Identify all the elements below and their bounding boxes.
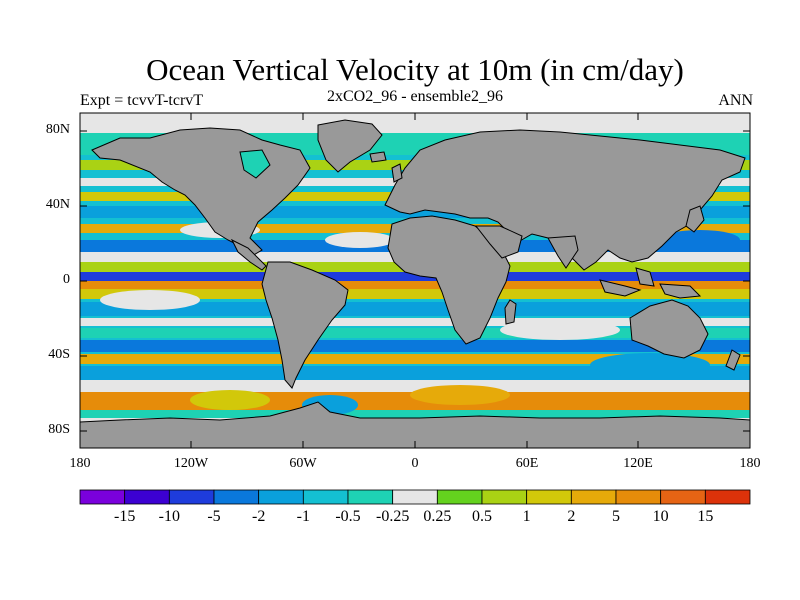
colorbar-swatch	[615, 489, 662, 505]
south-america	[261, 261, 349, 389]
colorbar-tick-label: 15	[697, 508, 714, 525]
colorbar-tick-label: -0.5	[335, 508, 361, 525]
japan	[685, 205, 705, 233]
lon-label-120w: 120W	[173, 456, 209, 471]
colorbar-tick-label: -2	[251, 508, 266, 525]
band-eq-orange	[80, 281, 750, 289]
band-s-1	[80, 289, 750, 299]
new-zealand	[725, 349, 741, 371]
lat-label-40n: 40N	[45, 197, 70, 212]
iceland	[369, 151, 387, 163]
british-isles	[391, 163, 403, 183]
colorbar-swatch	[124, 489, 170, 505]
lat-label-0: 0	[63, 272, 70, 287]
colorbar-tick-label: 10	[652, 508, 669, 525]
colorbar-swatch	[526, 489, 572, 505]
arctic-missing	[80, 113, 750, 133]
lat-label-80s: 80S	[48, 422, 70, 437]
greenland	[317, 119, 383, 173]
australia	[629, 299, 709, 359]
lon-label-120e: 120E	[623, 456, 653, 471]
india	[547, 235, 579, 269]
africa	[387, 215, 511, 345]
lat-label-40s: 40S	[48, 347, 70, 362]
land-masses	[80, 119, 750, 448]
colorbar-swatch	[168, 489, 215, 505]
colorbar-tick-label: 2	[567, 508, 576, 525]
colorbar-swatch	[213, 489, 260, 505]
colorbar-swatch	[436, 489, 483, 505]
lon-label-0: 0	[411, 456, 419, 471]
lat-label-80n: 80N	[45, 122, 70, 137]
colorbar-swatch	[392, 489, 438, 505]
colorbar-tick-label: 0.5	[472, 508, 492, 525]
indonesia	[599, 279, 642, 297]
colorbar-tick-label: -15	[113, 508, 136, 525]
lon-label-180w: 180	[69, 456, 91, 471]
band-s-3	[80, 318, 750, 326]
colorbar-tick-label: -0.25	[375, 508, 410, 525]
central-america	[230, 238, 267, 271]
colorbar-tick-label: 0.25	[423, 508, 452, 525]
band-s-4	[80, 328, 750, 338]
band-s-5	[80, 340, 750, 352]
map-title: Ocean Vertical Velocity at 10m (in cm/da…	[146, 52, 684, 87]
band-s-8	[80, 380, 750, 392]
ocean-field	[80, 113, 750, 448]
colorbar-swatch	[660, 489, 706, 505]
colorbar-swatch	[79, 489, 126, 505]
antarctica	[80, 401, 750, 448]
colorbar-swatch	[481, 489, 528, 505]
lon-label-60w: 60W	[289, 456, 317, 471]
band-s-6	[80, 354, 750, 364]
colorbar-swatch	[347, 489, 394, 505]
experiment-label: Expt = tcvvT-tcrvT	[80, 92, 204, 109]
colorbar-swatch	[704, 489, 751, 505]
colorbar-swatch	[258, 489, 304, 505]
colorbar-swatch	[570, 489, 617, 505]
arabia	[474, 225, 523, 259]
band-eq-blue	[80, 272, 750, 281]
band-s-9	[80, 410, 750, 418]
band-s-2	[80, 302, 750, 316]
colorbar-swatch	[302, 489, 349, 505]
axis-ticks	[80, 113, 750, 448]
colorbar	[79, 489, 751, 505]
madagascar	[504, 299, 517, 325]
colorbar-tick-label: 1	[522, 508, 531, 525]
colorbar-tick-label: -10	[158, 508, 180, 525]
lon-label-60e: 60E	[515, 456, 539, 471]
band-s-7	[80, 366, 750, 380]
case-label: 2xCO2_96 - ensemble2_96	[327, 88, 503, 105]
colorbar-tick-label: 5	[612, 508, 620, 525]
eurasia	[384, 129, 746, 271]
season-label: ANN	[718, 92, 753, 109]
colorbar-tick-label: -5	[207, 508, 221, 525]
colorbar-tick-label: -1	[296, 508, 310, 525]
lon-label-180e: 180	[739, 456, 761, 471]
